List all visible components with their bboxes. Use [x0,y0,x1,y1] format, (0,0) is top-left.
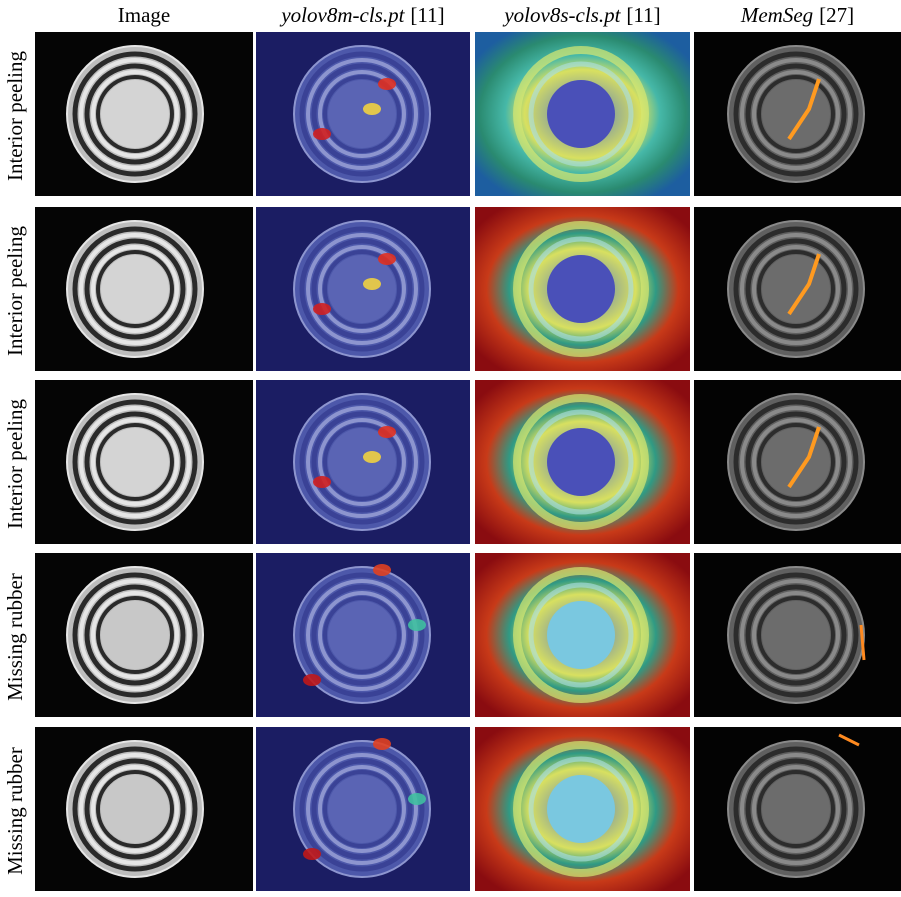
heat-spot [363,103,381,115]
heat-spot [303,848,321,860]
disk-center [328,80,396,148]
image-cell [35,727,253,891]
heat-spot [313,303,331,315]
heat-spot [363,451,381,463]
image-cell [694,207,901,371]
disk-center [328,255,396,323]
column-header: yolov8s-cls.pt[11] [502,3,660,27]
header-ref: [11] [626,3,660,27]
heat-spot [378,253,396,265]
image-cell [475,207,690,371]
image-cell [256,207,470,371]
disk-center [547,255,615,323]
disk-center [547,80,615,148]
header-ref: [11] [410,3,444,27]
disk-center [328,428,396,496]
image-cell [475,32,690,196]
image-cell [35,32,253,196]
column-header: Image [118,3,170,27]
header-title: yolov8m-cls.pt [279,3,405,27]
heat-spot [363,278,381,290]
row-label: Missing rubber [3,573,27,701]
row-label: Interior peeling [3,225,27,356]
image-cell [256,727,470,891]
heat-spot [408,619,426,631]
disk-center [762,255,830,323]
disk-center [547,428,615,496]
column-header: yolov8m-cls.pt[11] [279,3,444,27]
header-title: yolov8s-cls.pt [502,3,621,27]
heat-spot [313,476,331,488]
heat-spot [378,78,396,90]
image-cell [475,553,690,717]
image-cell [475,727,690,891]
disk-center [101,80,169,148]
image-cell [256,553,470,717]
column-header: MemSeg[27] [740,3,854,27]
disk-center [547,775,615,843]
disk-center [101,601,169,669]
row-label: Missing rubber [3,747,27,875]
image-cell [35,207,253,371]
heat-spot [303,674,321,686]
disk-center [101,775,169,843]
image-cell [694,727,901,891]
figure: Imageyolov8m-cls.pt[11]yolov8s-cls.pt[11… [0,0,901,892]
row-label: Interior peeling [3,50,27,181]
disk-center [762,80,830,148]
disk-center [101,255,169,323]
row-label: Interior peeling [3,398,27,529]
heat-spot [378,426,396,438]
image-cell [475,380,690,544]
heat-spot [408,793,426,805]
image-cell [256,32,470,196]
header-ref: [27] [819,3,854,27]
image-cell [694,553,901,717]
disk-center [762,428,830,496]
image-cell [256,380,470,544]
image-cell [35,380,253,544]
disk-center [547,601,615,669]
disk-center [328,601,396,669]
header-title: MemSeg [740,3,813,27]
image-cell [694,380,901,544]
heat-spot [373,738,391,750]
disk-center [101,428,169,496]
heat-spot [373,564,391,576]
disk-center [328,775,396,843]
image-cell [694,32,901,196]
heat-spot [313,128,331,140]
disk-center [762,775,830,843]
disk-center [762,601,830,669]
header-title: Image [118,3,170,27]
image-cell [35,553,253,717]
